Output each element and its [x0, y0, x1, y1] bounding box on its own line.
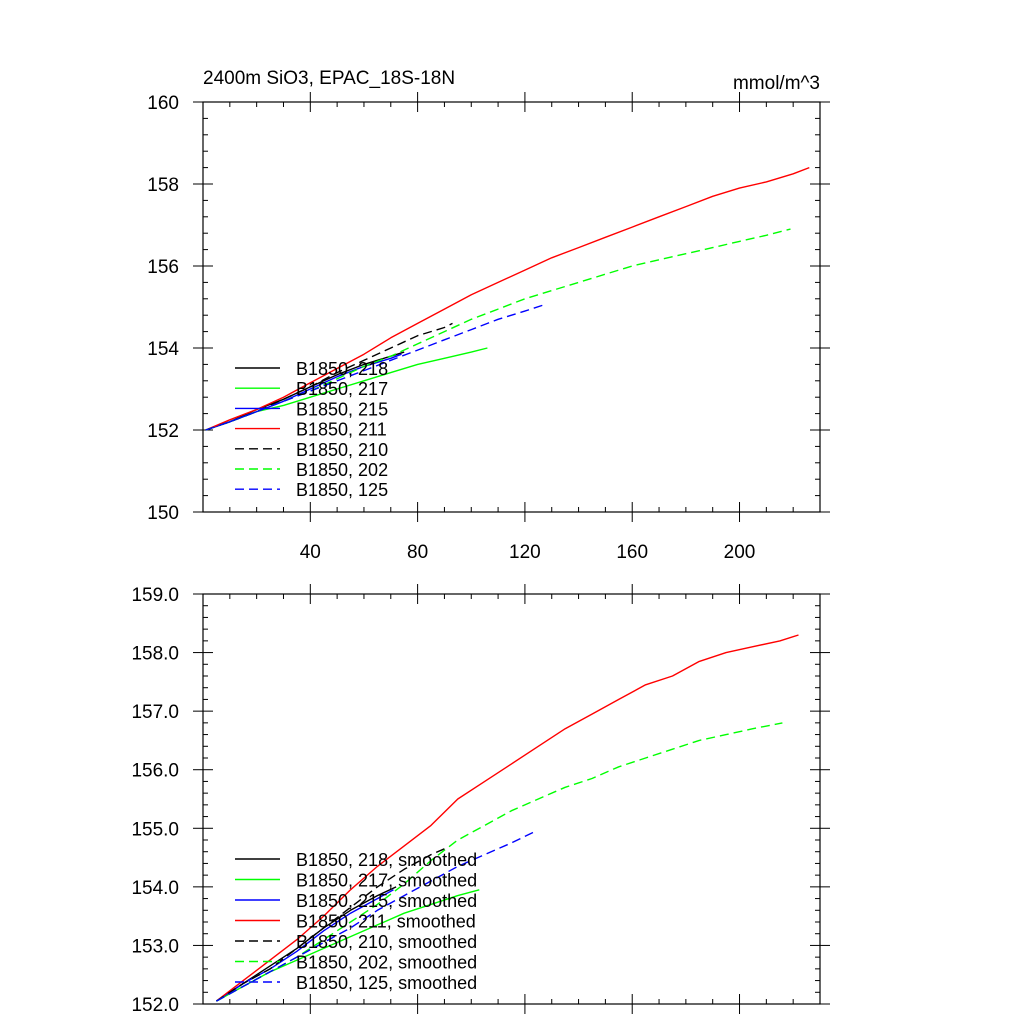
- legend-label: B1850, 217, smoothed: [296, 871, 477, 891]
- y-tick-label: 158.0: [131, 644, 179, 665]
- series-line: [216, 722, 783, 1002]
- y-tick-label: 156: [147, 257, 179, 278]
- y-tick-label: 150: [147, 503, 179, 524]
- y-tick-label: 157.0: [131, 702, 179, 723]
- y-tick-label: 155.0: [131, 819, 179, 840]
- legend-label: B1850, 215: [296, 399, 388, 419]
- legend-label: B1850, 125, smoothed: [296, 973, 477, 993]
- y-tick-label: 154: [147, 339, 179, 360]
- legend-label: B1850, 217: [296, 379, 388, 399]
- y-tick-label: 153.0: [131, 936, 179, 957]
- legend-label: B1850, 211: [296, 420, 387, 440]
- plot-top: 40 80 120 160 200 150 152 154 156 158 160 B1850, 21…: [147, 92, 830, 563]
- series-line: [205, 228, 791, 431]
- plot-bottom: 152.0 153.0 154.0 155.0 156.0 157.0 158.0 159.0…: [131, 584, 830, 1016]
- units-label: mmol/m^3: [733, 73, 820, 94]
- y-tick-label: 154.0: [131, 878, 179, 899]
- legend-label: B1850, 218: [296, 359, 388, 379]
- legend-label: B1850, 210, smoothed: [296, 932, 477, 952]
- y-tick-label: 160: [147, 93, 179, 114]
- series-line: [205, 166, 810, 431]
- legend-label: B1850, 215, smoothed: [296, 891, 477, 911]
- legend-label: B1850, 218, smoothed: [296, 850, 477, 870]
- plot-frame: [202, 593, 821, 1005]
- y-tick-label: 156.0: [131, 761, 179, 782]
- series-line: [216, 848, 445, 1002]
- legend-label: B1850, 211, smoothed: [296, 912, 476, 932]
- series-line: [205, 304, 544, 431]
- x-tick-label: 120: [509, 542, 541, 563]
- series-line: [215, 634, 799, 1002]
- x-tick-label: 160: [616, 542, 648, 563]
- y-tick-label: 152: [147, 421, 179, 442]
- plot-frame: [202, 101, 821, 513]
- legend-label: B1850, 202: [296, 460, 388, 480]
- series-line: [216, 830, 536, 1002]
- legend-label: B1850, 125: [296, 480, 388, 500]
- x-tick-label: 200: [724, 542, 756, 563]
- series-line: [216, 889, 394, 1002]
- legend-label: B1850, 210: [296, 440, 388, 460]
- y-tick-label: 152.0: [131, 995, 179, 1016]
- y-tick-label: 159.0: [131, 585, 179, 606]
- x-tick-label: 80: [407, 542, 428, 563]
- x-tick-label: 40: [300, 542, 321, 563]
- chart-title: 2400m SiO3, EPAC_18S-18N: [203, 68, 455, 89]
- legend-label: B1850, 202, smoothed: [296, 953, 477, 973]
- y-tick-label: 158: [147, 175, 179, 196]
